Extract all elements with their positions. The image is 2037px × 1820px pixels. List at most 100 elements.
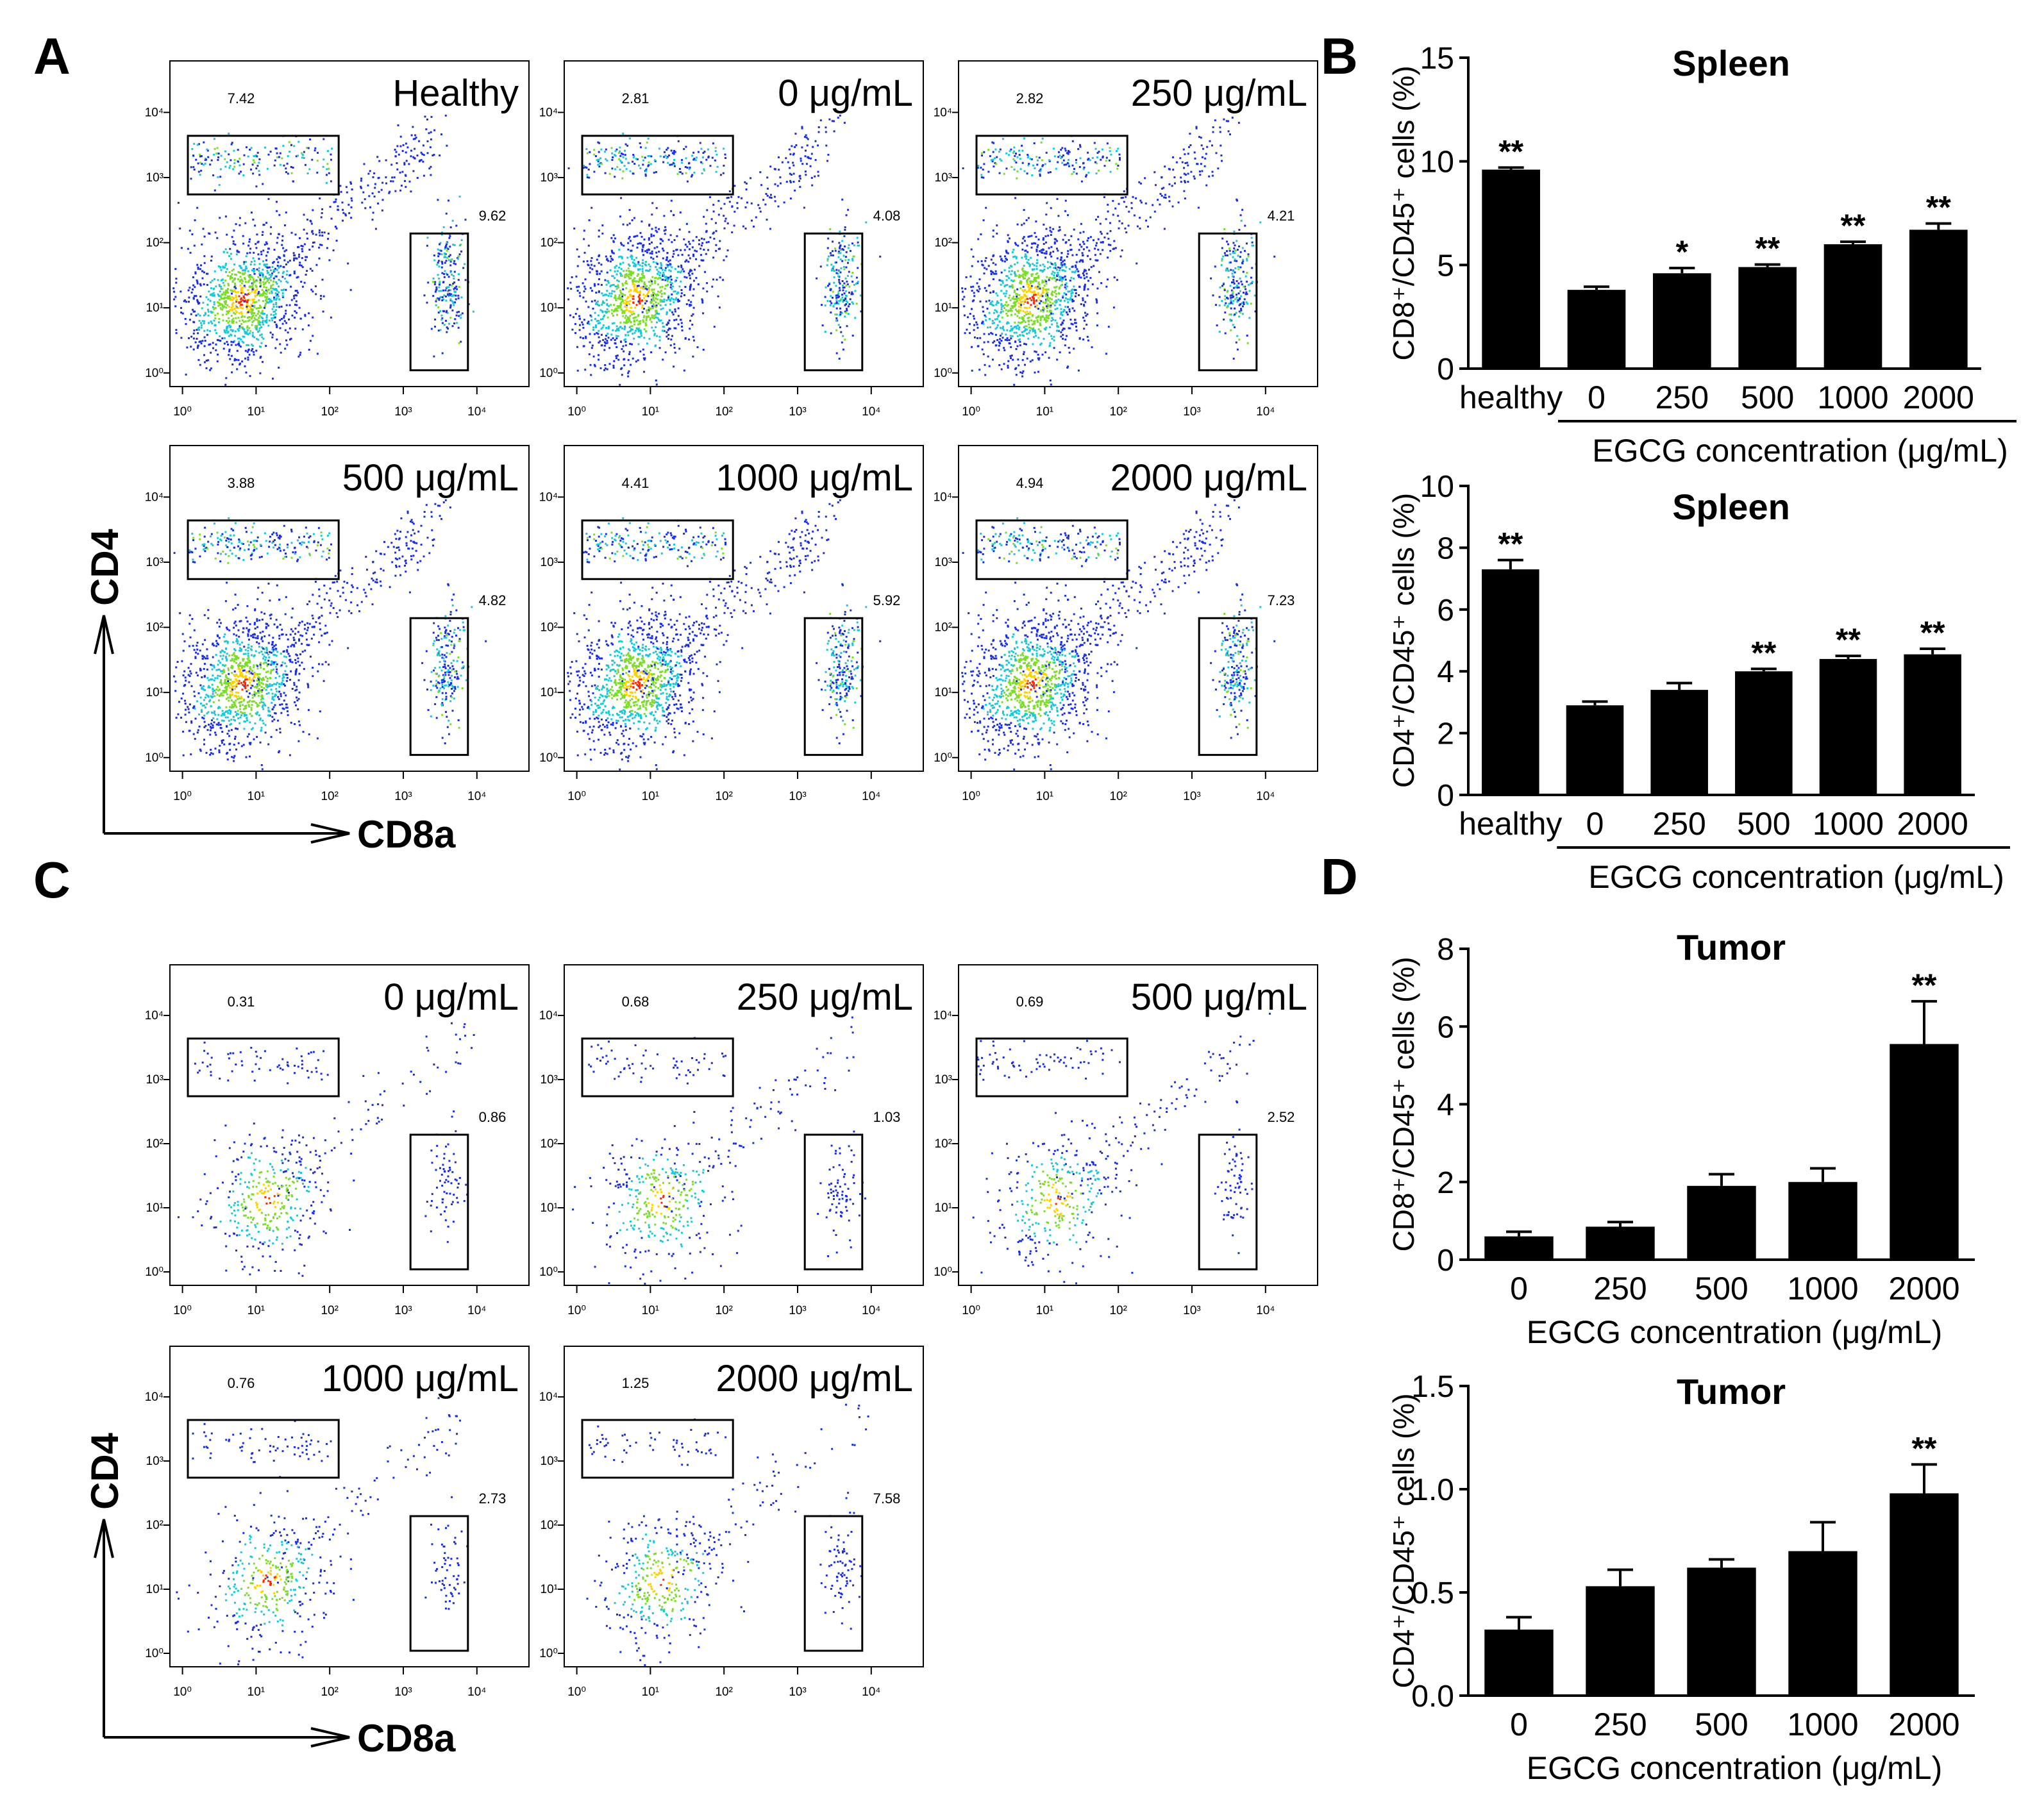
dot [1027,317,1029,319]
dot [1021,268,1023,271]
dot [835,294,838,297]
dot [317,151,319,154]
dot [663,326,665,328]
dot [646,342,648,345]
dot [636,274,639,277]
dot [432,295,435,297]
dot [1049,342,1052,344]
dot [1073,285,1075,288]
dot [251,344,254,347]
dot [990,258,993,261]
dot [611,322,614,325]
dot [604,310,607,313]
dot [1031,291,1034,294]
dot [401,171,404,173]
dot [1004,255,1006,258]
dot [609,285,612,288]
dot [1062,238,1064,241]
dot [207,314,210,317]
dot [1236,348,1239,351]
dot [988,285,991,287]
dot [213,319,215,322]
dot [596,270,598,272]
dot [1041,251,1043,254]
dot [278,291,280,294]
dot [603,344,606,347]
dot [677,307,680,310]
dot [628,370,630,372]
dot [212,347,214,349]
dot [1239,266,1242,269]
dot [1014,271,1016,273]
dot [644,147,647,149]
dot [1026,333,1028,335]
dot [174,268,177,271]
dot [231,363,234,365]
dot [1051,337,1053,340]
dot [636,246,639,249]
dot [1105,160,1107,162]
dot [685,222,688,225]
dot [205,158,207,161]
dot [410,149,412,152]
dot [264,292,266,294]
dot [1094,247,1096,250]
dot [227,274,229,277]
dot [623,302,625,305]
dot [328,172,330,174]
dot [614,296,617,298]
dot [266,290,269,293]
dot [195,314,197,317]
dot [220,269,222,271]
dot [567,287,569,290]
dot [252,278,255,281]
dot [265,242,268,245]
dot [1035,286,1037,288]
dot [692,239,694,242]
dot [1012,358,1014,361]
dot [667,283,669,286]
dot [996,156,998,158]
dot [617,152,620,154]
dot [448,286,450,288]
dot [623,350,625,353]
dot [576,308,578,310]
dot [643,371,645,373]
dot [966,328,968,331]
dot [667,296,670,299]
dot [642,294,645,296]
dot [617,287,619,289]
dot [1161,194,1163,197]
dot [623,321,626,324]
dot [243,261,246,263]
dot [800,160,802,162]
dot [1015,331,1018,334]
dot [629,310,632,312]
dot [625,340,627,343]
dot [1022,273,1025,276]
dot [1029,282,1032,285]
dot [687,254,690,256]
dot [1060,331,1062,333]
dot [1087,288,1089,290]
dot [299,317,302,320]
dot [318,257,321,260]
dot [1023,240,1026,242]
dot [1005,301,1008,303]
dot [1037,238,1040,241]
dot [1009,310,1012,312]
dot [437,260,440,262]
dot [246,294,248,296]
dot [1063,264,1066,267]
dot [607,337,610,339]
dot [240,278,243,281]
dot [1022,310,1025,312]
dot [632,280,633,282]
dot [814,159,817,162]
dot [603,315,605,318]
dot [453,322,456,324]
dot [644,302,646,305]
dot [608,310,610,313]
dot [224,248,227,251]
dot [641,305,644,306]
